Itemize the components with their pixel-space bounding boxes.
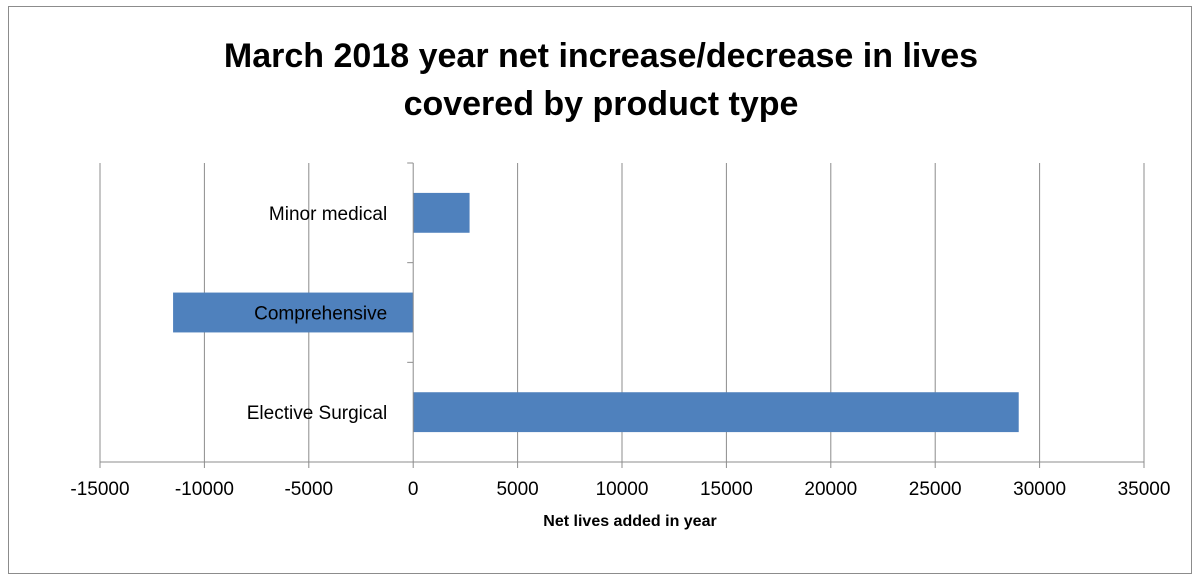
x-tick-label: 15000 bbox=[700, 479, 753, 500]
chart-title-line-2: covered by product type bbox=[403, 85, 799, 123]
x-tick-label: 0 bbox=[408, 479, 419, 500]
x-axis-title: Net lives added in year bbox=[543, 513, 716, 530]
x-tick-label: 30000 bbox=[1013, 479, 1066, 500]
y-category-label: Comprehensive bbox=[254, 304, 387, 325]
chart-title-line-1: March 2018 year net increase/decrease in… bbox=[223, 37, 979, 75]
x-tick-label: -5000 bbox=[284, 479, 333, 500]
y-category-label: Minor medical bbox=[269, 204, 387, 225]
bar bbox=[413, 192, 470, 233]
bars bbox=[173, 192, 1019, 433]
chart-title: March 2018 year net increase/decrease in… bbox=[0, 32, 1202, 128]
bar bbox=[173, 292, 414, 333]
x-tick-label: 25000 bbox=[909, 479, 962, 500]
x-tick-label: -15000 bbox=[70, 479, 129, 500]
x-tick-label: 5000 bbox=[496, 479, 538, 500]
x-tick-label: 35000 bbox=[1118, 479, 1171, 500]
chart-frame bbox=[8, 6, 1192, 574]
labels: -15000 -10000 -5000 0 5000 10000 15000 20000 250… bbox=[70, 204, 1170, 500]
axes bbox=[99, 162, 1145, 468]
x-tick-label: -10000 bbox=[175, 479, 234, 500]
y-category-label: Elective Surgical bbox=[247, 403, 387, 424]
x-tick-label: 20000 bbox=[804, 479, 857, 500]
bar bbox=[413, 392, 1019, 433]
x-tick-label: 10000 bbox=[596, 479, 649, 500]
